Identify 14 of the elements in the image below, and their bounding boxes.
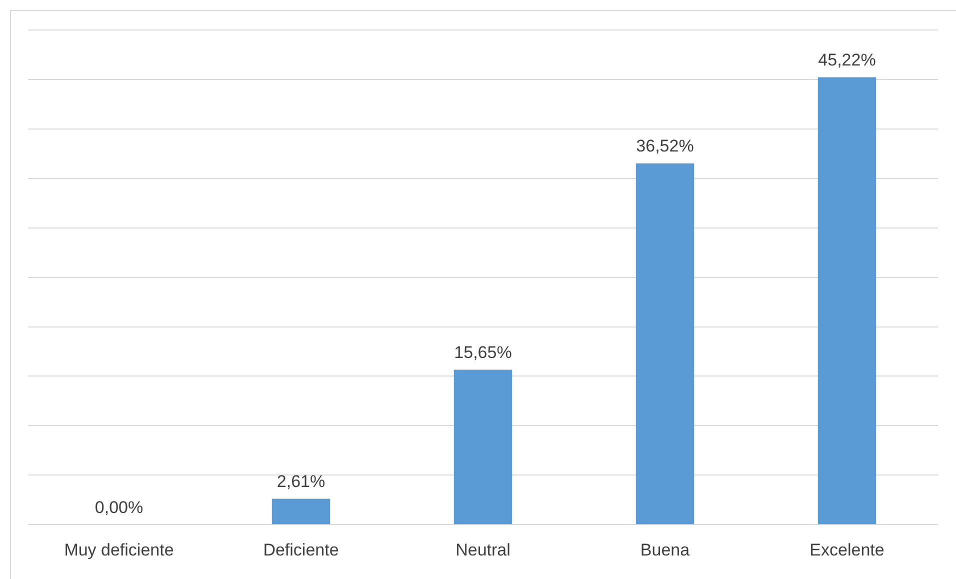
bar (636, 163, 694, 524)
data-label: 0,00% (94, 498, 144, 517)
bar (272, 498, 330, 524)
x-tick-label: Excelente (810, 540, 884, 560)
data-label: 15,65% (454, 342, 512, 362)
x-tick-label: Deficiente (263, 540, 339, 560)
x-tick-label: Buena (640, 540, 690, 560)
data-label: 45,22% (818, 50, 876, 70)
bar (454, 370, 512, 524)
x-tick-label: Muy deficiente (64, 540, 174, 560)
bar (818, 77, 876, 524)
data-label: 36,52% (636, 136, 694, 156)
x-tick-label: Neutral (456, 540, 510, 560)
data-label: 2,61% (276, 472, 326, 491)
